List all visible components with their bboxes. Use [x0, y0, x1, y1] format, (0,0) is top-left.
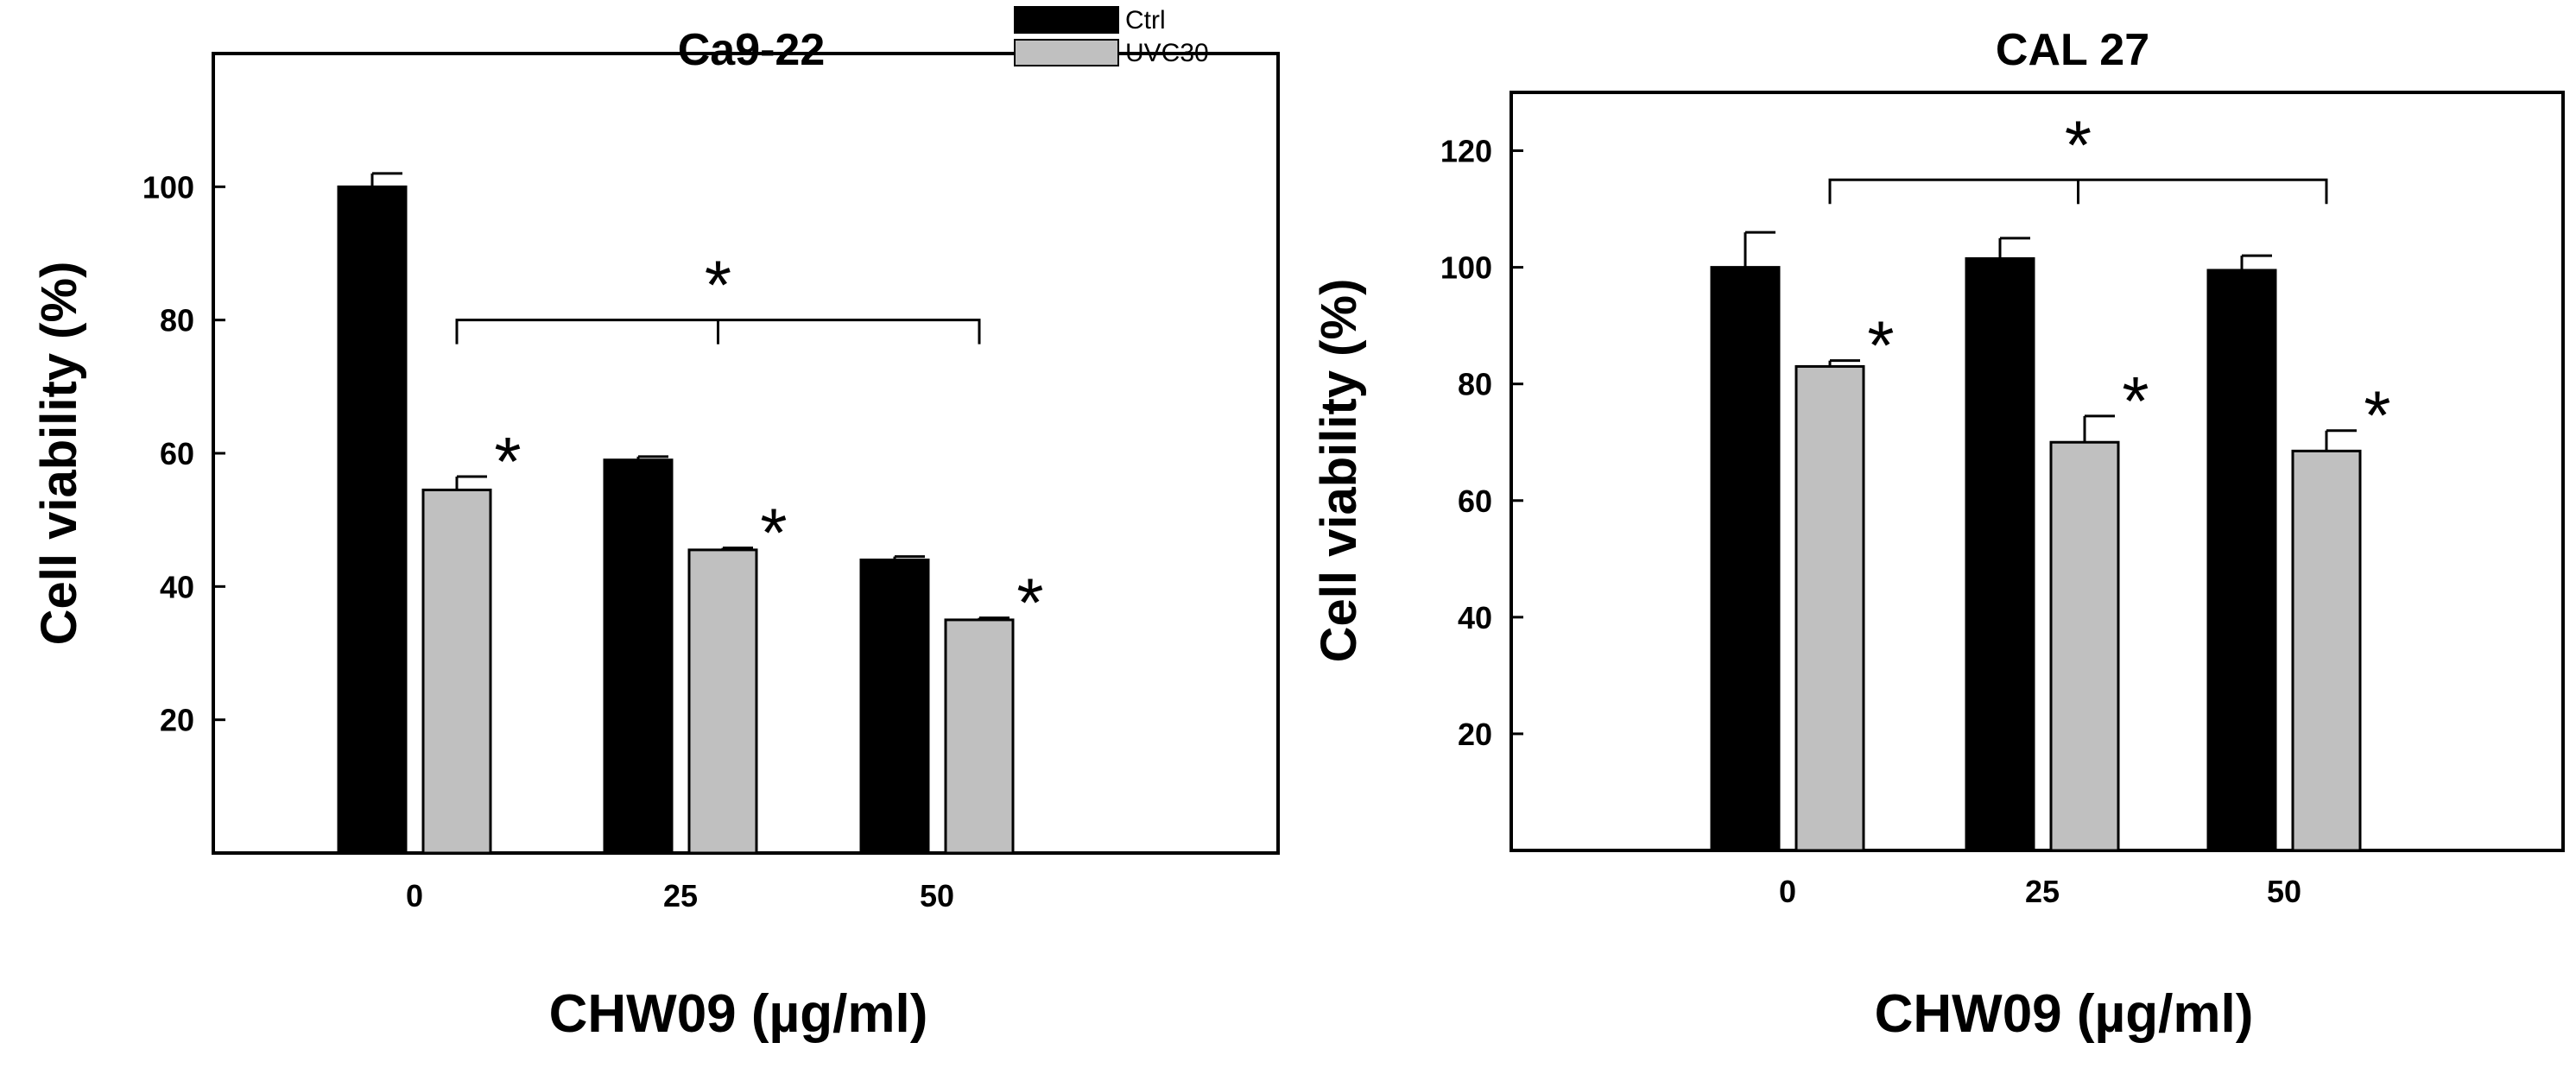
bracket-significance-marker: *	[2065, 106, 2092, 183]
y-tick-label: 100	[1440, 250, 1492, 286]
legend: Ctrl UVC30	[1014, 6, 1209, 67]
significance-marker: *	[760, 495, 787, 572]
legend-swatch-ctrl	[1014, 6, 1119, 34]
y-axis-label: Cell viability (%)	[31, 262, 87, 646]
y-tick-label: 60	[1458, 483, 1492, 519]
bar-uvc30-50	[944, 618, 1015, 855]
bar-ctrl-50	[2206, 269, 2277, 852]
y-tick-label: 40	[1458, 600, 1492, 635]
significance-marker: *	[1867, 307, 1894, 384]
y-tick-label: 80	[1458, 367, 1492, 402]
chart-title: Ca9-22	[678, 25, 826, 75]
bar-uvc30-25	[687, 548, 758, 855]
x-tick-label: 0	[406, 878, 423, 913]
bar-ctrl-0	[1710, 266, 1781, 852]
y-tick-label: 80	[160, 303, 194, 338]
significance-marker: *	[2122, 363, 2149, 439]
y-axis-label: Cell viability (%)	[1311, 279, 1367, 663]
bar-uvc30-50	[2291, 449, 2362, 852]
bar-uvc30-0	[421, 488, 492, 855]
bar-ctrl-0	[337, 185, 408, 855]
x-tick-label: 0	[1779, 874, 1796, 909]
x-axis-label: CHW09 (µg/ml)	[1875, 984, 2254, 1044]
chart-panel-2: CAL 27 20 40 60 80 100 120 Cell viability (%) 0 2…	[1311, 25, 2565, 1044]
bar-ctrl-50	[859, 558, 930, 855]
y-tick-label: 20	[160, 703, 194, 738]
x-tick-label: 50	[920, 878, 954, 913]
legend-label-uvc30: UVC30	[1125, 39, 1209, 67]
chart-title: CAL 27	[1996, 25, 2149, 75]
plot-frame	[1510, 91, 2565, 852]
y-tick-label: 20	[1458, 717, 1492, 752]
significance-marker: *	[494, 423, 521, 500]
x-tick-label: 25	[2025, 874, 2060, 909]
bar-uvc30-0	[1794, 364, 1865, 852]
bar-ctrl-25	[1965, 256, 2035, 852]
bracket-significance-marker: *	[705, 247, 731, 324]
x-axis-label: CHW09 (µg/ml)	[549, 984, 928, 1044]
y-tick-label: 40	[160, 569, 194, 604]
significance-marker: *	[2364, 377, 2390, 454]
legend-swatch-uvc30	[1014, 39, 1119, 66]
y-tick-label: 120	[1440, 134, 1492, 169]
chart-panel-1: Ca9-22 20 40 60 80 100 Cell viability (%) 0 25 50…	[31, 6, 1280, 1044]
significance-marker: *	[1016, 565, 1043, 641]
x-tick-label: 25	[663, 878, 698, 913]
y-tick-label: 100	[142, 169, 194, 205]
x-tick-label: 50	[2267, 874, 2301, 909]
y-tick-label: 60	[160, 436, 194, 471]
bar-uvc30-25	[2049, 440, 2120, 852]
bar-ctrl-25	[603, 458, 674, 855]
legend-label-ctrl: Ctrl	[1125, 6, 1166, 35]
